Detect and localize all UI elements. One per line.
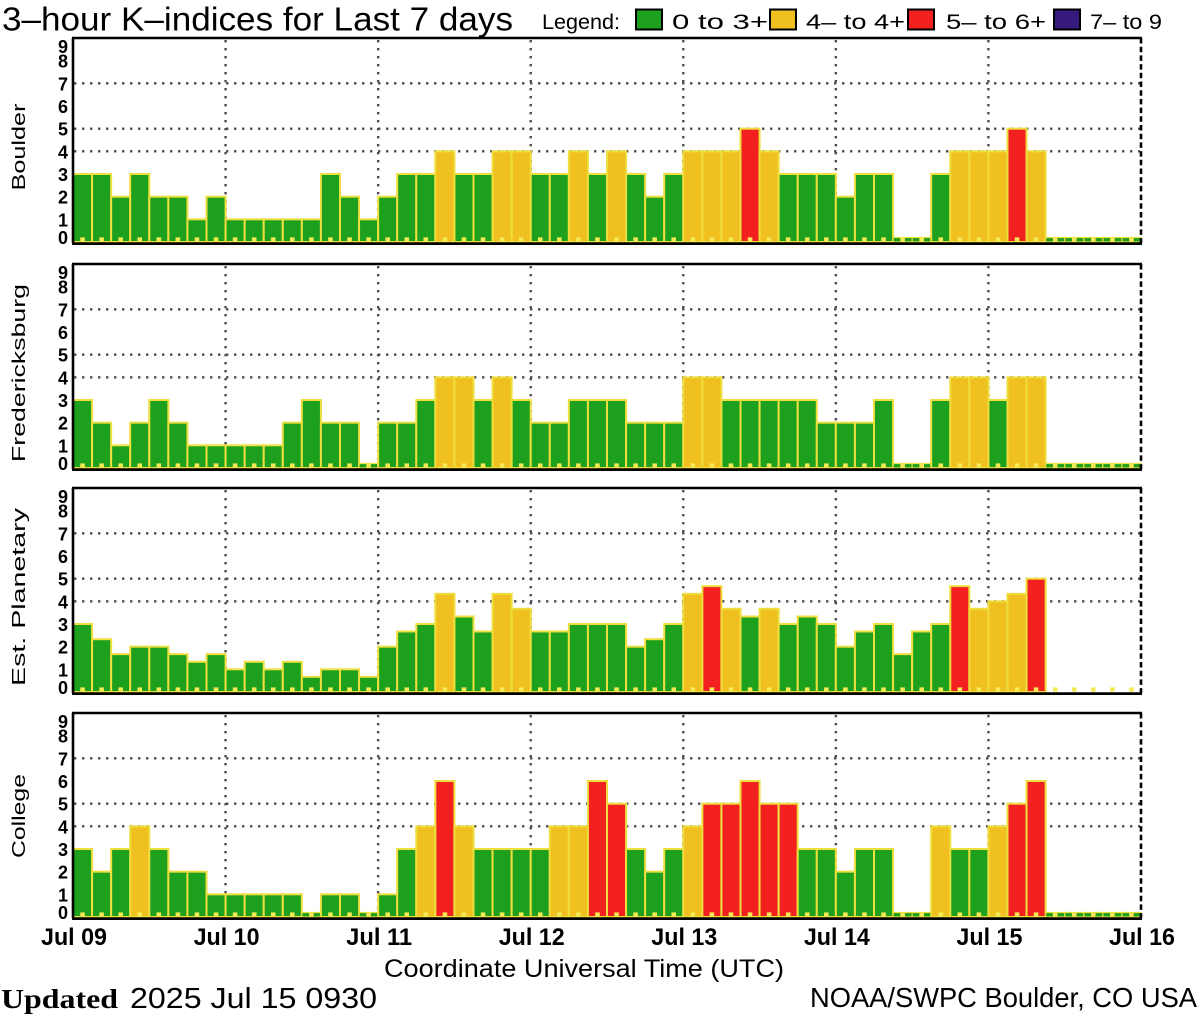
svg-text:8: 8 xyxy=(58,278,68,298)
svg-text:Jul 14: Jul 14 xyxy=(804,924,871,951)
svg-text:2: 2 xyxy=(58,638,68,658)
svg-text:Jul 11: Jul 11 xyxy=(346,924,412,951)
svg-text:4: 4 xyxy=(58,142,68,162)
svg-text:5: 5 xyxy=(58,795,68,815)
svg-text:6: 6 xyxy=(58,772,68,792)
svg-text:Est. Planetary: Est. Planetary xyxy=(8,507,29,686)
svg-text:2: 2 xyxy=(58,863,68,883)
svg-text:2: 2 xyxy=(58,188,68,208)
svg-text:Boulder: Boulder xyxy=(8,104,29,191)
svg-text:Legend:: Legend: xyxy=(542,10,620,34)
svg-text:0 to 3+: 0 to 3+ xyxy=(672,10,768,34)
svg-text:3: 3 xyxy=(58,391,68,411)
svg-text:6: 6 xyxy=(58,547,68,567)
svg-text:7: 7 xyxy=(58,74,68,94)
svg-text:9: 9 xyxy=(58,487,68,507)
svg-text:3: 3 xyxy=(58,840,68,860)
svg-text:7: 7 xyxy=(58,300,68,320)
svg-text:1: 1 xyxy=(58,436,68,456)
svg-text:2: 2 xyxy=(58,414,68,434)
svg-text:6: 6 xyxy=(58,323,68,343)
svg-text:5: 5 xyxy=(58,120,68,140)
svg-text:9: 9 xyxy=(58,712,68,732)
svg-text:9: 9 xyxy=(58,263,68,283)
svg-text:5: 5 xyxy=(58,346,68,366)
svg-text:Updated: Updated xyxy=(1,984,118,1014)
svg-text:NOAA/SWPC Boulder, CO USA: NOAA/SWPC Boulder, CO USA xyxy=(810,982,1198,1013)
svg-text:9: 9 xyxy=(58,37,68,57)
svg-text:Jul 13: Jul 13 xyxy=(651,924,717,951)
svg-text:1: 1 xyxy=(58,660,68,680)
svg-text:Jul 10: Jul 10 xyxy=(194,924,260,951)
svg-text:5– to 6+: 5– to 6+ xyxy=(946,10,1046,34)
svg-text:8: 8 xyxy=(58,727,68,747)
svg-text:Jul 16: Jul 16 xyxy=(1109,924,1175,951)
svg-text:3–hour K–indices for Last 7 da: 3–hour K–indices for Last 7 days xyxy=(2,1,513,38)
svg-text:3: 3 xyxy=(58,165,68,185)
svg-text:8: 8 xyxy=(58,502,68,522)
svg-text:1: 1 xyxy=(58,210,68,230)
svg-text:7– to 9: 7– to 9 xyxy=(1090,10,1162,34)
svg-text:4: 4 xyxy=(58,817,68,837)
svg-text:4– to 4+: 4– to 4+ xyxy=(806,10,905,34)
svg-text:0: 0 xyxy=(58,903,68,923)
svg-text:4: 4 xyxy=(58,368,68,388)
svg-text:3: 3 xyxy=(58,615,68,635)
svg-text:7: 7 xyxy=(58,524,68,544)
svg-text:Coordinate Universal Time (UTC: Coordinate Universal Time (UTC) xyxy=(384,955,784,983)
svg-text:0: 0 xyxy=(58,228,68,248)
svg-text:College: College xyxy=(8,774,29,858)
svg-text:Jul 12: Jul 12 xyxy=(499,924,565,951)
svg-text:1: 1 xyxy=(58,885,68,905)
svg-text:7: 7 xyxy=(58,749,68,769)
svg-text:8: 8 xyxy=(58,52,68,72)
svg-text:Jul 15: Jul 15 xyxy=(956,924,1022,951)
svg-text:0: 0 xyxy=(58,454,68,474)
svg-text:2025 Jul 15 0930: 2025 Jul 15 0930 xyxy=(130,983,377,1015)
svg-text:5: 5 xyxy=(58,570,68,590)
svg-text:Jul 09: Jul 09 xyxy=(41,924,107,951)
svg-text:6: 6 xyxy=(58,97,68,117)
svg-text:0: 0 xyxy=(58,678,68,698)
svg-text:Fredericksburg: Fredericksburg xyxy=(8,284,29,462)
svg-text:4: 4 xyxy=(58,592,68,612)
